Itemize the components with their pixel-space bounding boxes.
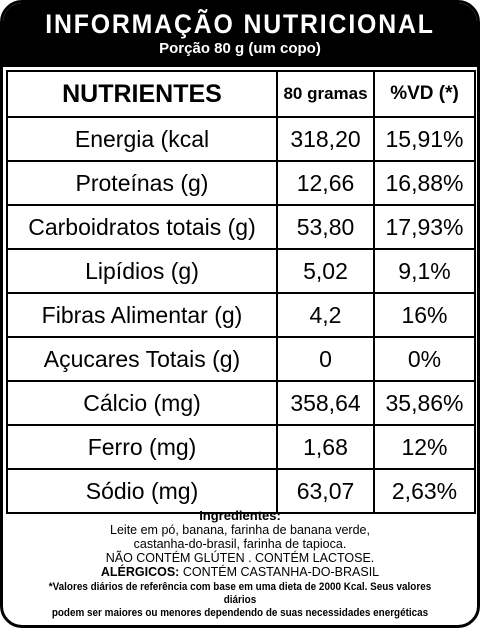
nutrient-vd: 15,91% <box>373 116 476 162</box>
nutrient-vd: 16% <box>373 292 476 338</box>
footnote-line: *Valores diários de referência com base … <box>48 581 432 606</box>
label-title: INFORMAÇÃO NUTRICIONAL <box>45 9 435 39</box>
nutrient-name: Proteínas (g) <box>6 160 278 206</box>
label-header: INFORMAÇÃO NUTRICIONAL Porção 80 g (um c… <box>3 3 477 67</box>
nutrient-vd: 2,63% <box>373 468 476 514</box>
table-row: Carboidratos totais (g) 53,80 17,93% <box>6 204 476 250</box>
table-row: Açucares Totais (g) 0 0% <box>6 336 476 382</box>
nutrient-vd: 35,86% <box>373 380 476 426</box>
ingredients-section: Ingredientes: Leite em pó, banana, farin… <box>9 509 471 620</box>
nutrition-table: NUTRIENTES 80 gramas %VD (*) Energia (kc… <box>6 70 476 514</box>
table-row: Cálcio (mg) 358,64 35,86% <box>6 380 476 426</box>
nutrient-name: Fibras Alimentar (g) <box>6 292 278 338</box>
table-row: Fibras Alimentar (g) 4,2 16% <box>6 292 476 338</box>
nutrient-amount: 53,80 <box>276 204 375 250</box>
nutrient-amount: 1,68 <box>276 424 375 470</box>
nutrient-vd: 0% <box>373 336 476 382</box>
nutrient-name: Açucares Totais (g) <box>6 336 278 382</box>
header-nutrients: NUTRIENTES <box>6 70 278 118</box>
nutrient-vd: 17,93% <box>373 204 476 250</box>
portion-size: Porção 80 g (um copo) <box>159 40 321 57</box>
allergens-text: CONTÉM CASTANHA-DO-BRASIL <box>179 565 380 579</box>
nutrient-vd: 16,88% <box>373 160 476 206</box>
header-daily-value: %VD (*) <box>373 70 476 118</box>
table-row: Ferro (mg) 1,68 12% <box>6 424 476 470</box>
ingredients-line: Leite em pó, banana, farinha de banana v… <box>110 523 370 537</box>
header-amount: 80 gramas <box>276 70 375 118</box>
nutrient-amount: 358,64 <box>276 380 375 426</box>
nutrient-name: Cálcio (mg) <box>6 380 278 426</box>
nutrient-name: Sódio (mg) <box>6 468 278 514</box>
nutrient-amount: 4,2 <box>276 292 375 338</box>
ingredients-title: Ingredientes: <box>199 508 281 523</box>
nutrient-name: Lipídios (g) <box>6 248 278 294</box>
table-row: Proteínas (g) 12,66 16,88% <box>6 160 476 206</box>
table-row: Lipídios (g) 5,02 9,1% <box>6 248 476 294</box>
ingredients-line: castanha-do-brasil, farinha de tapioca. <box>133 537 347 551</box>
nutrient-amount: 0 <box>276 336 375 382</box>
footnote: *Valores diários de referência com base … <box>32 581 448 620</box>
table-header-row: NUTRIENTES 80 gramas %VD (*) <box>6 70 476 118</box>
nutrient-name: Ferro (mg) <box>6 424 278 470</box>
footnote-line: podem ser maiores ou menores dependendo … <box>51 607 429 619</box>
nutrient-vd: 9,1% <box>373 248 476 294</box>
nutrient-amount: 5,02 <box>276 248 375 294</box>
table-row: Sódio (mg) 63,07 2,63% <box>6 468 476 514</box>
nutrient-name: Energia (kcal <box>6 116 278 162</box>
nutrient-name: Carboidratos totais (g) <box>6 204 278 250</box>
allergens-line: ALÉRGICOS: CONTÉM CASTANHA-DO-BRASIL <box>9 565 471 579</box>
nutrient-vd: 12% <box>373 424 476 470</box>
gluten-lactose-notice: NÃO CONTÉM GLÚTEN . CONTÉM LACTOSE. <box>105 551 375 565</box>
allergens-label: ALÉRGICOS: <box>100 565 180 579</box>
nutrient-amount: 318,20 <box>276 116 375 162</box>
table-row: Energia (kcal 318,20 15,91% <box>6 116 476 162</box>
nutrient-amount: 63,07 <box>276 468 375 514</box>
nutrient-amount: 12,66 <box>276 160 375 206</box>
